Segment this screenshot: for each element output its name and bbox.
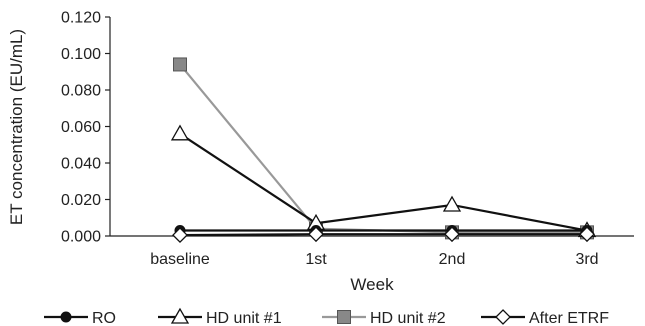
series-hd-unit-1 [170, 124, 597, 238]
legend-marker [337, 310, 351, 324]
series-hd-unit-2 [173, 57, 594, 240]
series-layer [170, 57, 597, 244]
x-tick-label: baseline [150, 251, 210, 268]
legend-marker [495, 309, 511, 325]
y-tick-label: 0.100 [61, 46, 101, 63]
legend-label: HD unit #2 [370, 310, 446, 326]
data-point [308, 226, 324, 243]
data-point [170, 124, 190, 141]
data-point [173, 57, 187, 72]
series-line [179, 233, 587, 237]
legend-item: HD unit #2 [322, 310, 446, 326]
series-after-etrf [172, 226, 595, 244]
legend-label: HD unit #1 [206, 310, 282, 326]
y-tick-label: 0.080 [61, 83, 101, 100]
legend-marker [170, 307, 190, 324]
legend-item: HD unit #1 [158, 307, 282, 326]
series-line [179, 63, 587, 234]
data-point [442, 195, 462, 212]
plot-area: 0.000 0.020 0.040 0.060 0.080 0.100 0.120 base… [61, 10, 634, 268]
y-tick-label: 0.060 [61, 119, 101, 136]
y-tick-label: 0.120 [61, 10, 101, 27]
x-axis-title: Week [350, 275, 394, 294]
y-axis-ticks: 0.000 0.020 0.040 0.060 0.080 0.100 0.120 [61, 10, 110, 246]
y-tick-label: 0.020 [61, 192, 101, 209]
x-axis-ticks: baseline 1st 2nd 3rd [150, 251, 598, 268]
y-tick-label: 0.000 [61, 229, 101, 246]
data-point [444, 226, 460, 243]
legend-item: RO [44, 310, 116, 326]
x-tick-label: 1st [305, 251, 327, 268]
legend-marker [60, 311, 72, 323]
data-point [172, 227, 188, 244]
x-tick-label: 3rd [575, 251, 598, 268]
y-tick-label: 0.040 [61, 156, 101, 173]
legend: RO HD unit #1 HD unit #2 After ETRF [44, 307, 609, 326]
y-axis-title: ET concentration (EU/mL) [7, 29, 26, 225]
series-line [179, 132, 588, 232]
legend-label: After ETRF [529, 310, 609, 326]
x-tick-label: 2nd [439, 251, 466, 268]
legend-item: After ETRF [481, 309, 609, 326]
data-point [579, 226, 595, 243]
legend-label: RO [92, 310, 116, 326]
